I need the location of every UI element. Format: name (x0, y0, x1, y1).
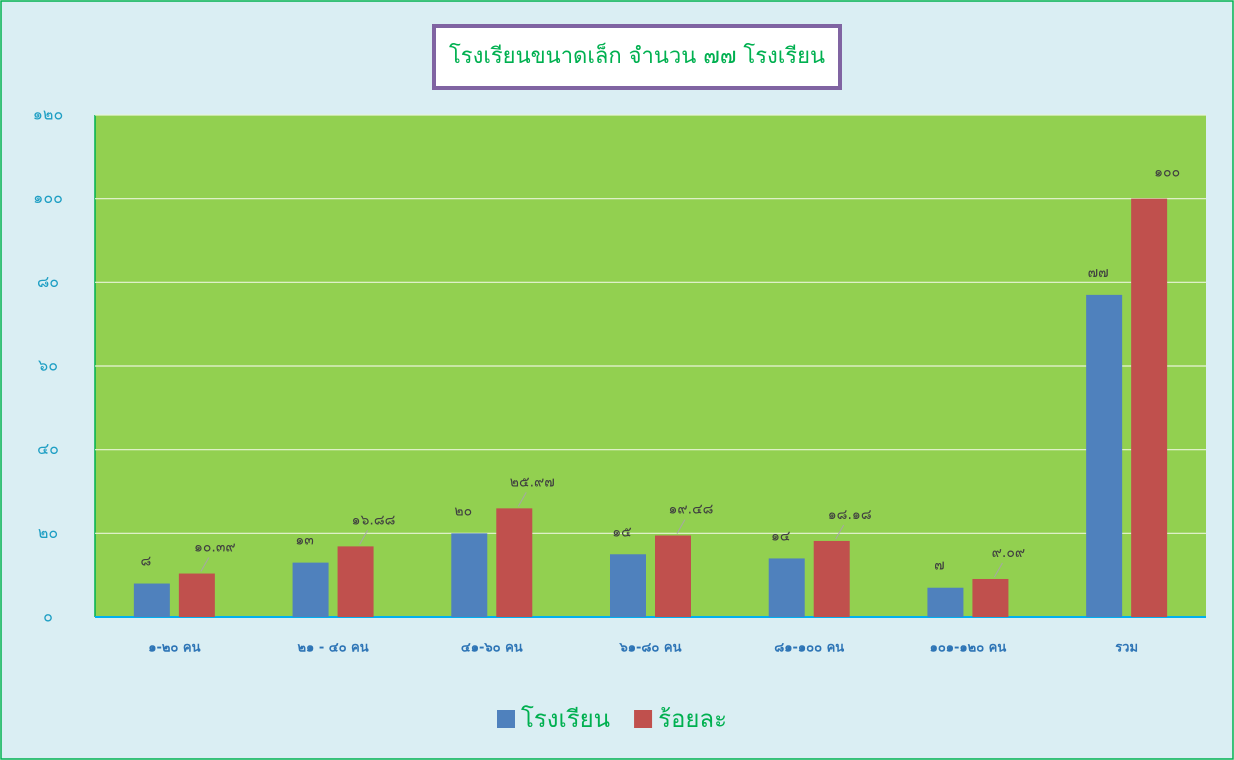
data-label: ๙.๐๙ (992, 545, 1026, 561)
y-tick-label: ๑๐๐ (33, 188, 63, 207)
y-tick-label: ๔๐ (37, 439, 59, 458)
bar (496, 508, 533, 617)
bar (292, 562, 329, 617)
leader-line (993, 562, 1003, 578)
legend-swatch (634, 710, 653, 728)
x-tick-label: ๒๑ - ๔๐ คน (297, 641, 368, 656)
x-tick-label: ๘๑-๑๐๐ คน (774, 641, 844, 656)
y-tick-label: ๐ (43, 607, 53, 626)
bar (610, 554, 646, 617)
y-tick-label: ๑๒๐ (33, 105, 63, 124)
data-label: ๑๘.๑๘ (828, 507, 872, 523)
x-tick-label: ๔๑-๖๐ คน (461, 641, 523, 656)
bar (178, 573, 215, 617)
data-label: ๗๗ (1088, 265, 1109, 281)
leader-line (835, 524, 845, 540)
leader-line (200, 557, 210, 572)
data-label: ๑๙.๔๘ (669, 502, 714, 518)
bar (927, 587, 964, 617)
y-tick-label: ๒๐ (38, 523, 58, 542)
x-tick-label: รวม (1115, 641, 1138, 656)
bar (768, 558, 805, 617)
data-label: ๑๖.๘๘ (352, 512, 396, 528)
x-tick-label: ๑๐๑-๑๒๐ คน (930, 641, 1007, 656)
bar (451, 533, 488, 617)
data-label: ๘ (140, 554, 151, 570)
y-tick-label: ๘๐ (37, 272, 59, 291)
data-label: ๒๕.๙๗ (510, 474, 555, 490)
leader-line (359, 530, 369, 545)
leader-line (517, 492, 527, 507)
bar (813, 540, 850, 617)
title-box (432, 24, 842, 90)
x-tick-label: ๑-๒๐ คน (148, 641, 200, 656)
chart-title: โรงเรียนขนาดเล็ก จำนวน ๗๗ โรงเรียน (449, 41, 825, 69)
data-label: ๗ (934, 558, 945, 574)
legend-label: ร้อยละ (658, 705, 727, 733)
data-label: ๑๕ (612, 524, 631, 540)
legend-label: โรงเรียน (521, 705, 610, 733)
x-tick-label: ๖๑-๘๐ คน (619, 641, 682, 656)
bar (972, 578, 1009, 617)
data-label: ๑๔ (771, 528, 790, 544)
data-label: ๒๐ (454, 503, 472, 519)
bar (337, 546, 374, 617)
data-label: ๑๐๐ (1154, 165, 1180, 181)
bar (1131, 198, 1168, 617)
data-label: ๑๓ (295, 533, 313, 549)
bar (1086, 294, 1123, 617)
bar (133, 583, 170, 617)
legend-swatch (497, 710, 515, 728)
data-label: ๑๐.๓๙ (194, 540, 236, 556)
leader-line (676, 519, 686, 534)
bar (655, 535, 691, 617)
y-tick-label: ๖๐ (38, 356, 58, 375)
